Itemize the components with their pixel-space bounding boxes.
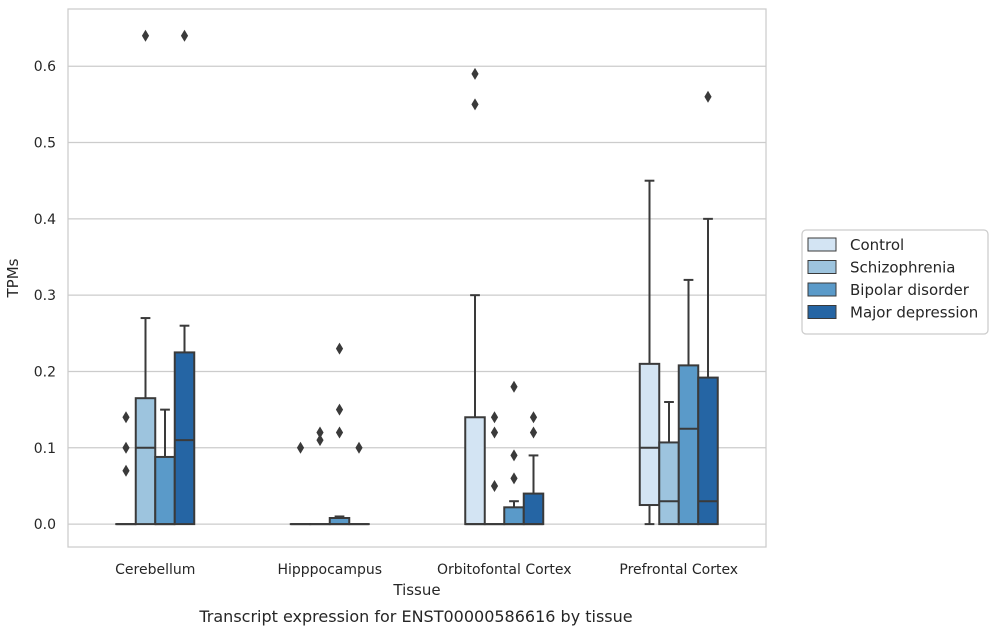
outlier-point [704,90,712,103]
outlier-point [141,29,150,42]
x-axis-title: Tissue [392,581,440,599]
outlier-point [471,67,479,80]
outlier-point [316,434,324,447]
outlier-point [316,426,324,439]
legend-swatch [807,305,837,319]
x-tick-label: Orbitofontal Cortex [437,562,572,578]
x-tick-label: Cerebellum [115,562,195,578]
legend: Control Schizophrenia Bipolar disorder Majo… [801,229,989,335]
box [464,416,486,526]
outlier-point [335,342,344,355]
x-tick-label: Prefrontal Cortex [619,562,738,578]
y-tick-label: 0.3 [34,288,56,304]
y-tick-label: 0.1 [34,441,56,457]
box [503,506,525,526]
box [697,376,719,526]
outlier-point [529,411,538,424]
plot-area-frame [67,8,767,548]
legend-swatch [807,237,837,252]
outlier-point [335,426,344,439]
y-tick-label: 0.6 [34,59,56,75]
y-tick-label: 0.0 [34,517,56,533]
outlier-point [490,426,499,439]
box [638,362,661,507]
legend-label: Schizophrenia [850,259,955,277]
outlier-point [510,380,518,393]
box [658,441,680,526]
outlier-point [296,441,305,454]
legend-swatch [807,260,837,274]
box [522,492,545,526]
outlier-point [122,441,130,454]
legend-swatch [807,282,837,297]
y-axis-ticks: 0.0 0.1 0.2 0.3 0.4 0.5 0.6 [34,59,56,533]
y-tick-label: 0.2 [34,364,56,380]
legend-label: Bipolar disorder [850,281,970,299]
outlier-point [355,441,363,454]
outlier-point [490,411,499,424]
outlier-point [335,403,344,416]
legend-label: Major depression [850,304,978,322]
box [154,455,176,526]
box [173,351,196,526]
outlier-point [122,411,130,424]
box [134,397,157,526]
outlier-point [122,464,130,477]
x-tick-label: Hipppocampus [277,562,382,578]
x-axis-ticks: Cerebellum Hipppocampus Orbitofontal Corte… [115,562,738,578]
box-series [115,29,719,526]
outlier-point [529,426,538,439]
outlier-point [180,29,189,42]
outlier-point [510,472,518,485]
y-axis-title: TPMs [4,258,22,298]
legend-label: Control [850,236,904,254]
outlier-point [490,479,499,492]
chart-caption: Transcript expression for ENST0000058661… [198,607,632,626]
y-tick-label: 0.5 [34,136,56,152]
legend-frame [801,229,989,335]
outlier-point [471,98,479,111]
box [677,364,700,526]
outlier-point [510,449,518,462]
y-tick-label: 0.4 [34,212,56,228]
